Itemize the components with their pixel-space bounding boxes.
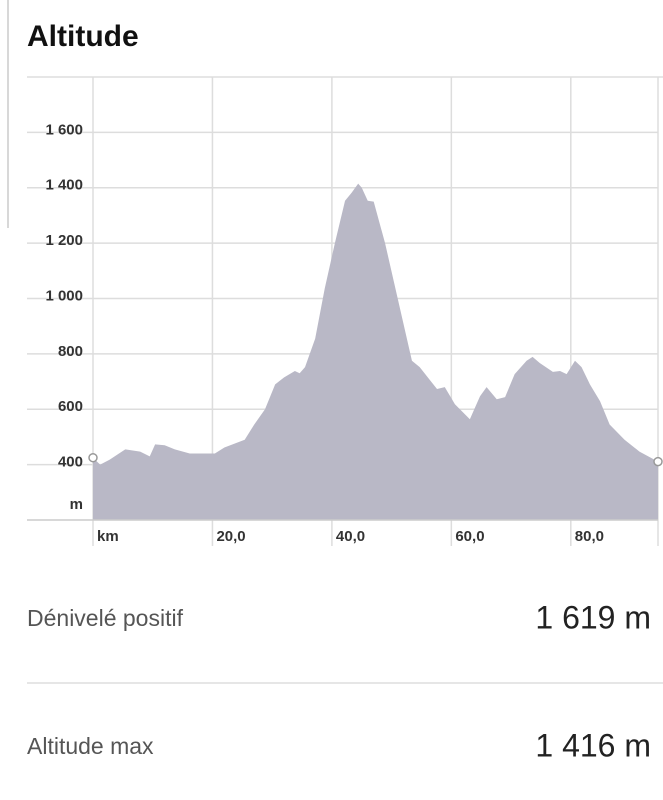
x-tick-label: 80,0 xyxy=(575,528,604,545)
end-point xyxy=(653,456,663,467)
x-tick-label: 40,0 xyxy=(336,528,365,545)
y-tick-label: 600 xyxy=(58,398,83,415)
y-tick-label: 800 xyxy=(58,343,83,360)
y-tick-label: 1 000 xyxy=(45,287,83,304)
y-axis-label: m xyxy=(70,496,83,513)
x-tick-label: km xyxy=(97,528,119,545)
y-tick-label: 1 200 xyxy=(45,232,83,249)
x-tick-label: 20,0 xyxy=(216,528,245,545)
chart: 400 600 800 1 000 1 200 1 400 1 600 mkm 20,0 40,0… xyxy=(27,76,663,546)
end-point xyxy=(88,452,98,463)
x-tick-label: 60,0 xyxy=(455,528,484,545)
stat-label: Dénivelé positif xyxy=(27,605,184,631)
y-tick-label: 1 400 xyxy=(45,177,83,194)
y-tick-label: 1 600 xyxy=(45,121,83,138)
y-tick-label: 400 xyxy=(58,454,83,471)
title: Altitude xyxy=(27,20,139,53)
stat-value: 1 619 m xyxy=(535,599,651,635)
stat-label: Altitude max xyxy=(27,733,154,759)
stat-value: 1 416 m xyxy=(535,727,651,763)
area xyxy=(93,183,658,521)
